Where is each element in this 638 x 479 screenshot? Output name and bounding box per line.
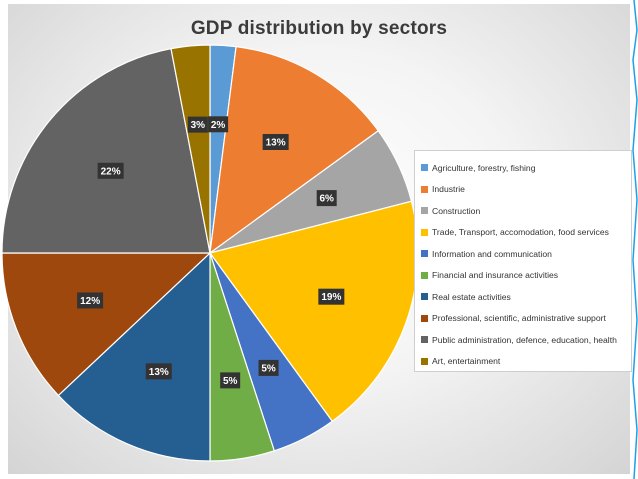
legend-item: Real estate activities bbox=[421, 286, 625, 308]
legend-label: Construction bbox=[432, 205, 481, 216]
legend-label: Real estate activities bbox=[432, 291, 511, 302]
data-label-box bbox=[262, 133, 289, 150]
legend-swatch bbox=[421, 228, 428, 236]
legend-item: Agriculture, forestry, fishing bbox=[421, 157, 625, 179]
data-label-box bbox=[145, 363, 172, 380]
data-label: 6% bbox=[319, 194, 334, 205]
pie-slice bbox=[1, 47, 211, 254]
legend-swatch bbox=[421, 314, 428, 322]
data-label-box bbox=[318, 288, 345, 305]
legend-swatch bbox=[421, 250, 428, 258]
data-label: 13% bbox=[266, 137, 286, 148]
legend-swatch bbox=[421, 293, 428, 301]
data-label-box bbox=[77, 292, 104, 309]
data-label-box bbox=[208, 116, 229, 133]
legend-label: Trade, Transport, accomodation, food ser… bbox=[432, 227, 609, 238]
legend-swatch bbox=[421, 336, 428, 344]
legend-swatch bbox=[421, 164, 428, 172]
legend-label: Public administration, defence, educatio… bbox=[432, 334, 617, 345]
pie-slice bbox=[209, 45, 380, 255]
data-label: 19% bbox=[321, 292, 341, 303]
legend-label: Financial and insurance activities bbox=[432, 270, 559, 281]
data-label: 5% bbox=[223, 376, 238, 387]
data-label: 3% bbox=[191, 120, 206, 131]
legend-label: Industrie bbox=[432, 184, 465, 195]
legend-swatch bbox=[421, 185, 428, 193]
legend-item: Construction bbox=[421, 200, 625, 222]
legend-swatch bbox=[421, 207, 428, 215]
data-label-box bbox=[220, 372, 241, 389]
legend-item: Professional, scientific, administrative… bbox=[421, 308, 625, 330]
data-label: 12% bbox=[80, 296, 100, 307]
legend-label: Information and communication bbox=[432, 248, 552, 259]
data-label-box bbox=[97, 162, 124, 179]
data-label: 5% bbox=[261, 363, 276, 374]
legend-label: Art, entertainment bbox=[432, 356, 501, 367]
data-label-box bbox=[187, 116, 208, 133]
data-label: 22% bbox=[101, 166, 121, 177]
data-label: 13% bbox=[149, 367, 169, 378]
chart-title: GDP distribution by sectors bbox=[190, 18, 448, 39]
legend-item: Industrie bbox=[421, 179, 625, 201]
legend-item: Art, entertainment bbox=[421, 351, 625, 373]
legend-label: Agriculture, forestry, fishing bbox=[432, 162, 536, 173]
legend: Agriculture, forestry, fishing Industrie C… bbox=[414, 150, 632, 372]
legend-label: Professional, scientific, administrative… bbox=[432, 313, 606, 324]
legend-swatch bbox=[421, 271, 428, 279]
legend-item: Information and communication bbox=[421, 243, 625, 265]
pie-slice bbox=[1, 252, 212, 397]
decorative-edge bbox=[632, 0, 638, 479]
legend-item: Trade, Transport, accomodation, food ser… bbox=[421, 222, 625, 244]
legend-item: Public administration, defence, educatio… bbox=[421, 329, 625, 351]
data-label-box bbox=[258, 359, 279, 376]
legend-item: Financial and insurance activities bbox=[421, 265, 625, 287]
data-label-box bbox=[316, 190, 337, 207]
legend-swatch bbox=[421, 357, 428, 365]
data-label: 2% bbox=[211, 120, 226, 131]
pie-slice bbox=[170, 44, 211, 254]
pie-slice bbox=[57, 251, 211, 462]
